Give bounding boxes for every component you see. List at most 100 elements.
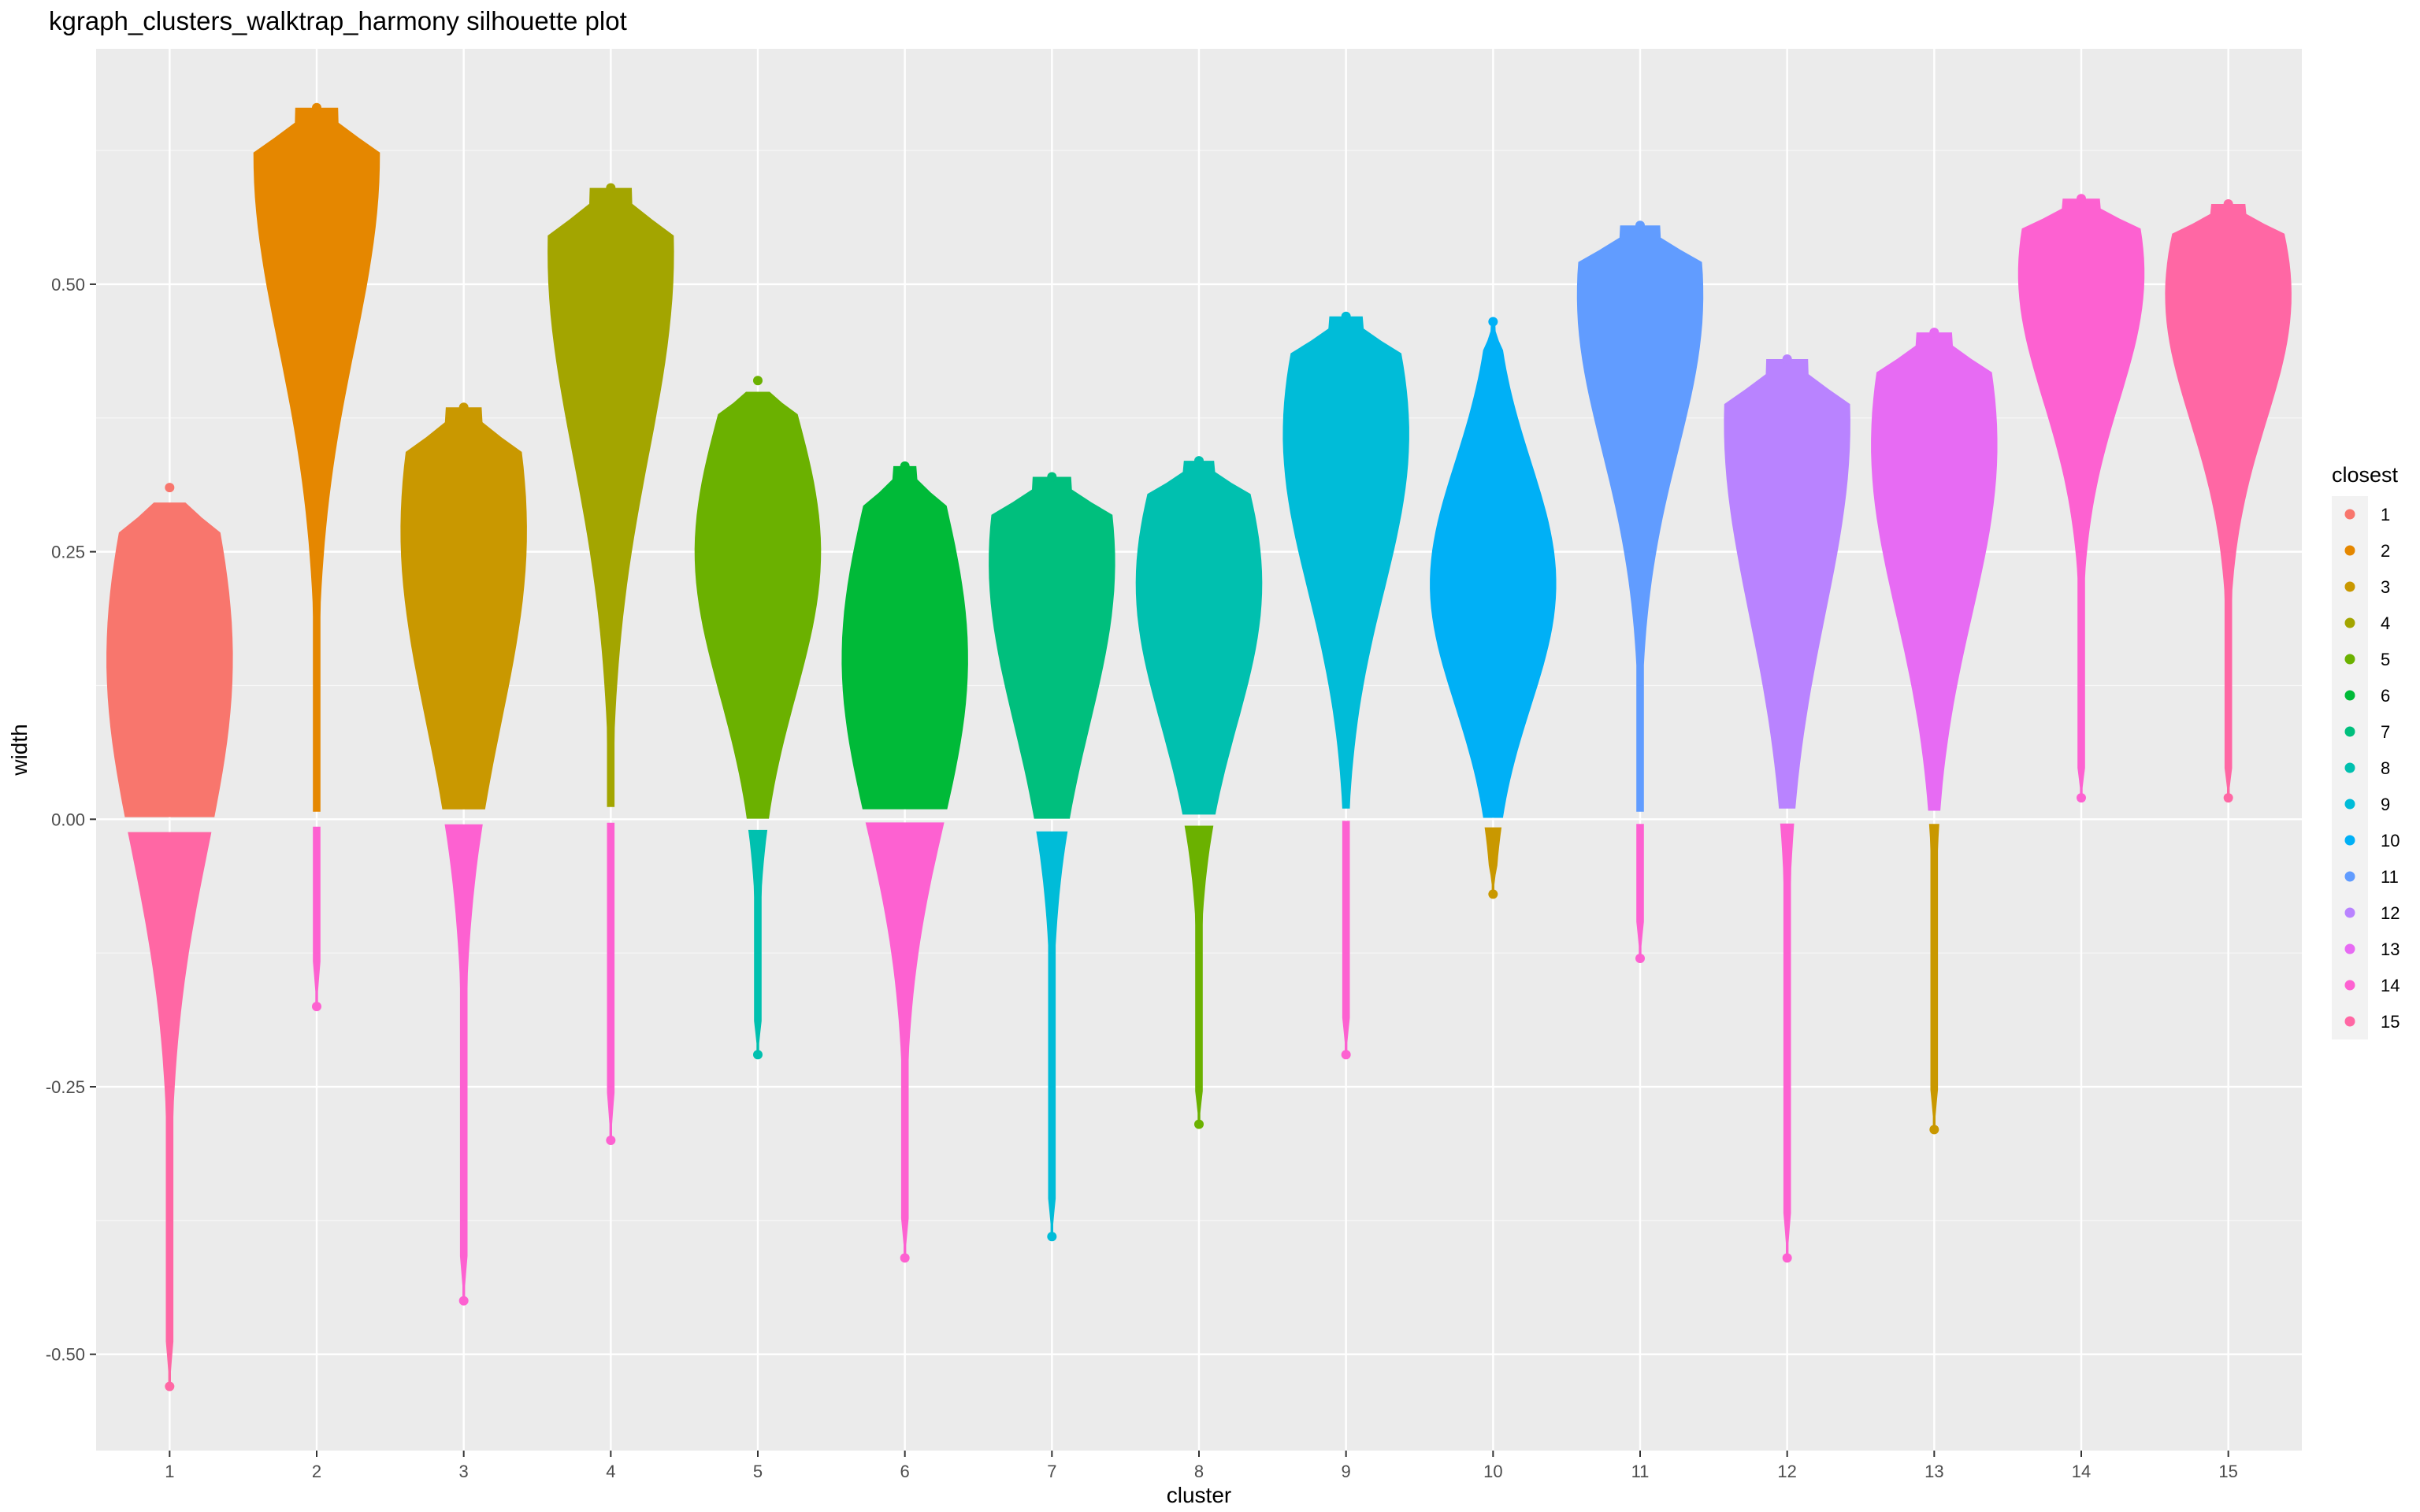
legend-label-14: 14 <box>2381 976 2400 995</box>
y-tick-label: 0.25 <box>51 543 85 562</box>
legend-label-15: 15 <box>2381 1012 2400 1032</box>
x-tick-label: 7 <box>1047 1462 1056 1481</box>
legend-label-1: 1 <box>2381 505 2390 524</box>
cluster-5-min-point <box>753 1050 763 1060</box>
x-tick-label: 12 <box>1777 1462 1796 1481</box>
cluster-15-max-point <box>2223 199 2233 209</box>
legend-label-5: 5 <box>2381 650 2390 669</box>
cluster-10-max-point <box>1488 317 1498 327</box>
x-tick-label: 2 <box>312 1462 321 1481</box>
cluster-9-negative <box>1342 821 1350 1055</box>
cluster-1-max-point <box>165 483 175 493</box>
cluster-1-positive <box>106 502 233 817</box>
x-axis-title: cluster <box>1167 1483 1231 1507</box>
data-marks <box>106 102 2292 1392</box>
cluster-7-min-point <box>1047 1232 1057 1242</box>
cluster-1-negative <box>128 832 212 1387</box>
legend-label-8: 8 <box>2381 758 2390 778</box>
x-tick-label: 6 <box>900 1462 910 1481</box>
legend-label-6: 6 <box>2381 686 2390 706</box>
cluster-8-max-point <box>1194 456 1204 466</box>
legend-label-7: 7 <box>2381 722 2390 742</box>
cluster-11-swarm <box>1576 220 1704 963</box>
cluster-3-max-point <box>458 402 469 413</box>
cluster-10-swarm <box>1430 317 1557 899</box>
legend-key-4 <box>2344 617 2355 628</box>
x-tick-label: 15 <box>2218 1462 2237 1481</box>
cluster-5-positive <box>694 391 822 819</box>
y-tick-label: -0.50 <box>46 1345 85 1365</box>
cluster-12-max-point <box>1782 354 1792 365</box>
cluster-2-negative <box>313 826 321 1007</box>
x-tick-label: 14 <box>2072 1462 2091 1481</box>
x-tick-label: 4 <box>606 1462 615 1481</box>
cluster-13-positive <box>1871 332 1998 811</box>
cluster-1-swarm <box>106 483 233 1392</box>
legend-key-3 <box>2344 581 2355 592</box>
cluster-11-positive <box>1576 225 1704 812</box>
cluster-2-max-point <box>312 102 321 113</box>
x-tick-label: 13 <box>1924 1462 1943 1481</box>
cluster-10-negative <box>1484 827 1502 895</box>
cluster-8-positive <box>1135 461 1263 815</box>
legend-label-9: 9 <box>2381 795 2390 814</box>
y-axis: -0.50 -0.25 0.00 0.25 0.50 <box>46 275 96 1365</box>
cluster-4-positive <box>547 187 674 807</box>
cluster-14-max-point <box>2077 194 2086 204</box>
cluster-14-min-point <box>2077 793 2086 803</box>
cluster-15-swarm <box>2165 199 2292 803</box>
cluster-13-swarm <box>1871 328 1998 1135</box>
legend-key-9 <box>2344 799 2355 810</box>
cluster-7-negative <box>1036 831 1068 1237</box>
legend-label-13: 13 <box>2381 939 2400 959</box>
legend-key-12 <box>2344 907 2355 918</box>
x-tick-label: 5 <box>753 1462 763 1481</box>
x-axis: 1 2 3 4 5 6 7 8 9 10 11 12 13 14 15 <box>165 1451 2238 1481</box>
legend-label-12: 12 <box>2381 903 2400 923</box>
legend-label-4: 4 <box>2381 613 2390 633</box>
legend-key-14 <box>2344 980 2355 991</box>
cluster-3-positive <box>400 407 527 810</box>
cluster-3-swarm <box>400 402 527 1306</box>
x-tick-label: 3 <box>459 1462 469 1481</box>
legend-title: closest <box>2332 463 2399 487</box>
cluster-10-positive <box>1430 321 1557 818</box>
cluster-1-min-point <box>165 1381 175 1392</box>
cluster-10-min-point <box>1488 889 1498 899</box>
legend-label-10: 10 <box>2381 831 2400 850</box>
cluster-13-min-point <box>1929 1125 1939 1135</box>
legend-label-3: 3 <box>2381 577 2390 597</box>
legend-key-1 <box>2344 509 2355 520</box>
y-tick-label: 0.00 <box>51 810 85 829</box>
cluster-7-swarm <box>989 472 1115 1242</box>
cluster-4-min-point <box>606 1135 616 1145</box>
cluster-5-swarm <box>694 376 822 1060</box>
legend-key-10 <box>2344 835 2355 846</box>
legend-key-2 <box>2344 545 2355 556</box>
cluster-5-max-point <box>753 376 763 386</box>
cluster-4-max-point <box>606 183 616 193</box>
legend-label-2: 2 <box>2381 541 2390 561</box>
cluster-11-max-point <box>1635 220 1645 231</box>
cluster-12-min-point <box>1782 1253 1792 1263</box>
x-tick-label: 11 <box>1631 1462 1650 1481</box>
cluster-14-positive <box>2017 198 2145 799</box>
cluster-9-max-point <box>1341 311 1351 321</box>
cluster-6-negative <box>865 822 945 1258</box>
cluster-13-max-point <box>1929 328 1939 338</box>
cluster-11-min-point <box>1635 953 1645 963</box>
cluster-15-min-point <box>2223 793 2233 803</box>
x-tick-label: 8 <box>1194 1462 1204 1481</box>
cluster-9-swarm <box>1282 311 1409 1060</box>
cluster-6-positive <box>841 465 968 810</box>
cluster-4-swarm <box>547 183 674 1145</box>
cluster-5-negative <box>748 829 768 1055</box>
cluster-8-swarm <box>1135 456 1263 1129</box>
x-tick-label: 9 <box>1342 1462 1351 1481</box>
y-tick-label: 0.50 <box>51 275 85 295</box>
cluster-7-max-point <box>1047 472 1057 482</box>
cluster-12-positive <box>1724 359 1850 809</box>
cluster-6-swarm <box>841 461 968 1263</box>
legend-key-11 <box>2344 871 2355 882</box>
